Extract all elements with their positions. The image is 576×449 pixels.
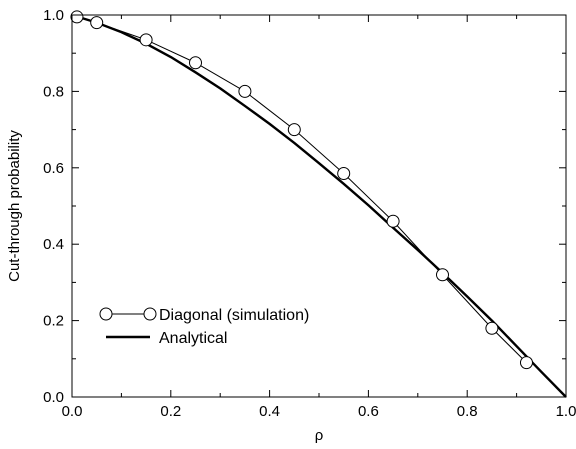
y-tick-label-1: 0.2 xyxy=(43,313,64,330)
y-tick-label-4: 0.8 xyxy=(43,83,64,100)
axis-layer: 0.0 0.2 0.4 0.6 0.8 1.0 0.0 0.2 0.4 0.6 0.8 1.0 ρ Cut… xyxy=(6,7,576,444)
x-tick-label-1: 0.2 xyxy=(160,403,181,420)
x-axis-label: ρ xyxy=(315,427,324,444)
legend-marker-diagonal-simulation xyxy=(99,307,113,321)
series-diagonal-simulation-point-4 xyxy=(238,84,252,98)
series-analytical-line xyxy=(71,13,567,398)
y-tick-label-3: 0.6 xyxy=(43,160,64,177)
y-tick-label-5: 1.0 xyxy=(43,7,64,24)
series-diagonal-simulation-point-10 xyxy=(519,356,533,370)
series-diagonal-simulation-point-9 xyxy=(485,321,499,335)
x-tick-label-0: 0.0 xyxy=(62,403,83,420)
series-diagonal-simulation-point-7 xyxy=(386,214,400,228)
y-axis-label: Cut-through probability xyxy=(6,130,23,282)
series-diagonal-simulation-point-1 xyxy=(90,16,104,30)
series-diagonal-simulation-point-2 xyxy=(139,33,153,47)
x-tick-label-4: 0.8 xyxy=(457,403,478,420)
legend-label-diagonal-simulation: Diagonal (simulation) xyxy=(159,307,309,324)
series-diagonal-simulation-point-8 xyxy=(436,268,449,282)
legend: Diagonal (simulation) Analytical xyxy=(99,307,309,347)
x-tick-label-2: 0.4 xyxy=(259,403,280,420)
legend-marker-diagonal-simulation xyxy=(143,307,157,321)
legend-label-analytical: Analytical xyxy=(159,330,227,347)
plot-layer xyxy=(70,10,567,398)
y-tick-label-0: 0.0 xyxy=(43,389,64,406)
y-tick-label-2: 0.4 xyxy=(43,236,64,253)
series-diagonal-simulation-point-5 xyxy=(287,123,301,137)
x-tick-label-3: 0.6 xyxy=(358,403,379,420)
series-diagonal-simulation-point-3 xyxy=(189,56,202,70)
series-diagonal-simulation-point-6 xyxy=(337,167,351,181)
series-diagonal-simulation-point-0 xyxy=(70,10,84,24)
x-tick-label-5: 1.0 xyxy=(556,403,576,420)
